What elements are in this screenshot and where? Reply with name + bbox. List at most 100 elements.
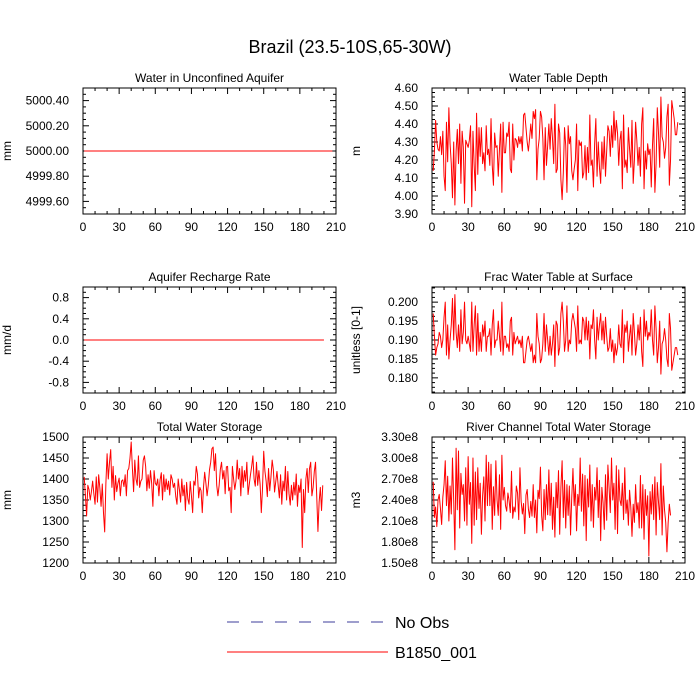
x-tick-label: 180 — [639, 569, 659, 583]
legend: No Obs B1850_001 — [227, 615, 477, 662]
y-tick-label: 0.4 — [52, 312, 69, 326]
x-tick-label: 180 — [639, 220, 659, 234]
y-tick-label: 4.30 — [395, 135, 419, 149]
y-tick-label: 1200 — [42, 556, 69, 570]
y-tick-label: 5000.00 — [26, 144, 70, 158]
x-tick-label: 0 — [80, 569, 87, 583]
series-line-B1850_001 — [432, 294, 679, 375]
y-tick-label: 4999.60 — [26, 194, 70, 208]
x-tick-label: 60 — [149, 569, 163, 583]
x-tick-label: 180 — [290, 399, 310, 413]
panel-4: Frac Water Table at Surface unitless [0-1… — [349, 270, 695, 413]
y-tick-label: 4.40 — [395, 117, 419, 131]
x-tick-label: 30 — [461, 220, 475, 234]
series-line-B1850_001 — [432, 447, 672, 557]
x-tick-label: 60 — [498, 220, 512, 234]
x-tick-label: 0 — [429, 220, 436, 234]
y-tick-label: 0.8 — [52, 291, 69, 305]
x-tick-label: 0 — [429, 399, 436, 413]
y-tick-label: 4.60 — [395, 81, 419, 95]
legend-label: No Obs — [395, 615, 449, 632]
y-tick-label: 1.50e8 — [381, 556, 418, 570]
y-tick-label: 4.50 — [395, 99, 419, 113]
y-tick-label: 3.30e8 — [381, 430, 418, 444]
x-tick-label: 30 — [461, 399, 475, 413]
y-tick-label: 3.00e8 — [381, 451, 418, 465]
x-tick-label: 90 — [534, 569, 548, 583]
panel-grid: Water in Unconfined Aquifer mm 0 30 60 90 120 1… — [0, 71, 695, 583]
y-tick-label: -0.4 — [48, 354, 69, 368]
y-tick-label: 0.200 — [388, 295, 418, 309]
y-tick-label: 3.90 — [395, 207, 419, 221]
y-tick-label: 5000.40 — [26, 94, 70, 108]
panel-title: Aquifer Recharge Rate — [148, 270, 270, 284]
x-tick-label: 90 — [534, 399, 548, 413]
panel-title: Water Table Depth — [509, 71, 608, 85]
panel-title: River Channel Total Water Storage — [466, 420, 651, 434]
y-tick-label: 1500 — [42, 430, 69, 444]
figure-title: Brazil (23.5-10S,65-30W) — [248, 37, 451, 57]
x-tick-label: 210 — [675, 220, 695, 234]
y-axis-label: mm — [0, 490, 14, 510]
y-tick-label: 1350 — [42, 493, 69, 507]
panel-2: Water Table Depth m 0 30 60 90 120 150 180 210 3.9… — [349, 71, 695, 234]
y-axis-label: mm — [0, 141, 14, 161]
x-tick-label: 30 — [461, 569, 475, 583]
y-axis-label: mm/d — [0, 325, 14, 355]
y-tick-label: 1.80e8 — [381, 535, 418, 549]
x-tick-label: 60 — [149, 399, 163, 413]
x-tick-label: 0 — [80, 399, 87, 413]
y-tick-label: 0.185 — [388, 352, 418, 366]
x-tick-label: 60 — [498, 569, 512, 583]
x-tick-label: 120 — [218, 399, 238, 413]
x-tick-label: 30 — [112, 220, 126, 234]
x-tick-label: 30 — [112, 569, 126, 583]
y-tick-label: 5000.20 — [26, 119, 70, 133]
y-tick-label: 2.70e8 — [381, 472, 418, 486]
x-tick-label: 90 — [185, 220, 199, 234]
x-tick-label: 60 — [498, 399, 512, 413]
plot-frame — [431, 286, 686, 394]
legend-item: B1850_001 — [227, 645, 477, 662]
x-tick-label: 180 — [290, 569, 310, 583]
y-tick-label: 0.190 — [388, 333, 418, 347]
x-tick-label: 120 — [218, 220, 238, 234]
x-tick-label: 180 — [639, 399, 659, 413]
x-tick-label: 120 — [567, 569, 587, 583]
x-tick-label: 150 — [254, 569, 274, 583]
y-tick-label: 0.195 — [388, 314, 418, 328]
y-tick-label: 1450 — [42, 451, 69, 465]
panel-1: Water in Unconfined Aquifer mm 0 30 60 90 120 1… — [0, 71, 346, 234]
legend-label: B1850_001 — [395, 645, 477, 662]
x-tick-label: 150 — [603, 569, 623, 583]
x-tick-label: 30 — [112, 399, 126, 413]
y-axis-label: m — [349, 146, 363, 156]
x-tick-label: 210 — [675, 399, 695, 413]
series-line-B1850_001 — [432, 96, 679, 208]
x-tick-label: 150 — [603, 220, 623, 234]
x-tick-label: 120 — [567, 399, 587, 413]
panel-title: Frac Water Table at Surface — [484, 270, 633, 284]
x-tick-label: 90 — [534, 220, 548, 234]
x-tick-label: 210 — [326, 220, 346, 234]
panel-3: Aquifer Recharge Rate mm/d 0 30 60 90 120 150 18… — [0, 270, 346, 413]
y-tick-label: 4.10 — [395, 171, 419, 185]
x-tick-label: 90 — [185, 569, 199, 583]
y-tick-label: 1400 — [42, 472, 69, 486]
y-tick-label: 0.180 — [388, 371, 418, 385]
x-tick-label: 150 — [254, 220, 274, 234]
x-tick-label: 210 — [326, 569, 346, 583]
y-tick-label: 4.00 — [395, 189, 419, 203]
y-tick-label: 0.0 — [52, 333, 69, 347]
panel-title: Total Water Storage — [157, 420, 263, 434]
legend-item: No Obs — [227, 615, 449, 632]
x-tick-label: 60 — [149, 220, 163, 234]
y-axis-label: m3 — [349, 491, 363, 508]
x-tick-label: 150 — [603, 399, 623, 413]
x-tick-label: 120 — [567, 220, 587, 234]
y-tick-label: 2.40e8 — [381, 493, 418, 507]
y-axis-label: unitless [0-1] — [349, 306, 363, 374]
x-tick-label: 0 — [80, 220, 87, 234]
panel-title: Water in Unconfined Aquifer — [135, 71, 284, 85]
